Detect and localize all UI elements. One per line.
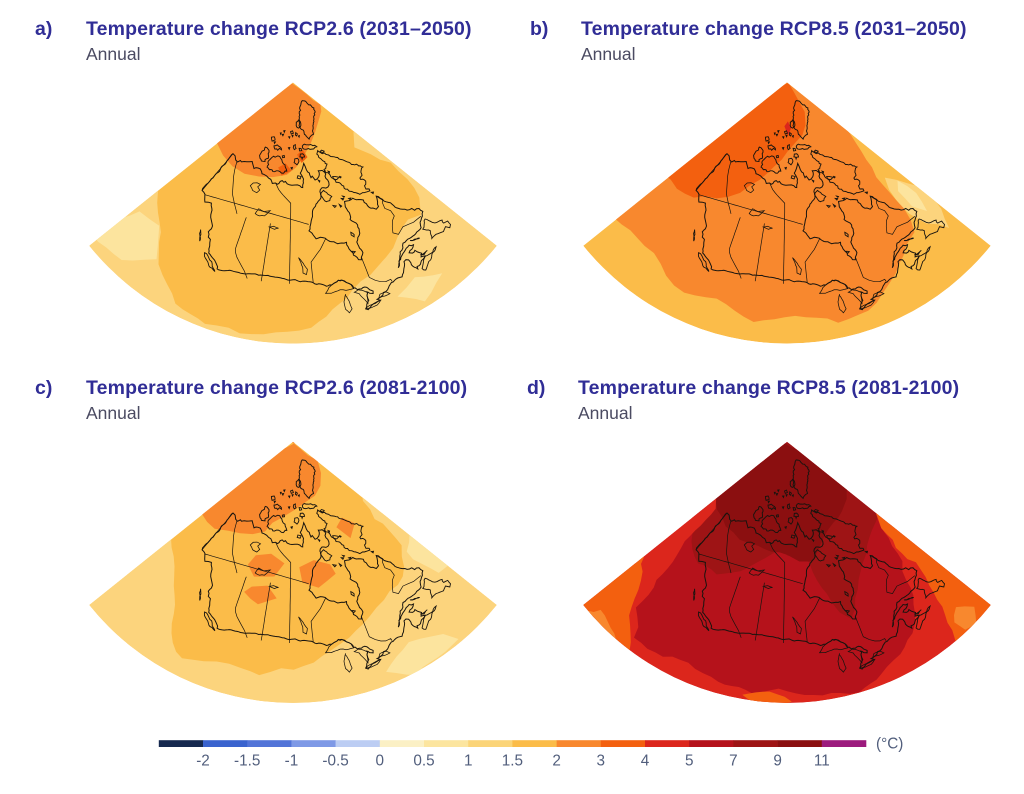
svg-text:-1: -1 xyxy=(285,753,299,770)
svg-text:5: 5 xyxy=(685,753,694,770)
svg-text:7: 7 xyxy=(729,753,738,770)
svg-text:1: 1 xyxy=(464,753,473,770)
svg-text:1.5: 1.5 xyxy=(502,753,523,770)
svg-text:0.5: 0.5 xyxy=(413,753,434,770)
svg-text:0: 0 xyxy=(376,753,385,770)
svg-text:4: 4 xyxy=(641,753,650,770)
svg-text:-1.5: -1.5 xyxy=(234,753,260,770)
svg-text:9: 9 xyxy=(773,753,782,770)
svg-text:11: 11 xyxy=(814,753,830,770)
svg-text:2: 2 xyxy=(552,753,561,770)
svg-text:3: 3 xyxy=(597,753,606,770)
svg-text:-2: -2 xyxy=(196,753,210,770)
svg-text:-0.5: -0.5 xyxy=(322,753,348,770)
svg-text:(°C): (°C) xyxy=(876,736,903,753)
